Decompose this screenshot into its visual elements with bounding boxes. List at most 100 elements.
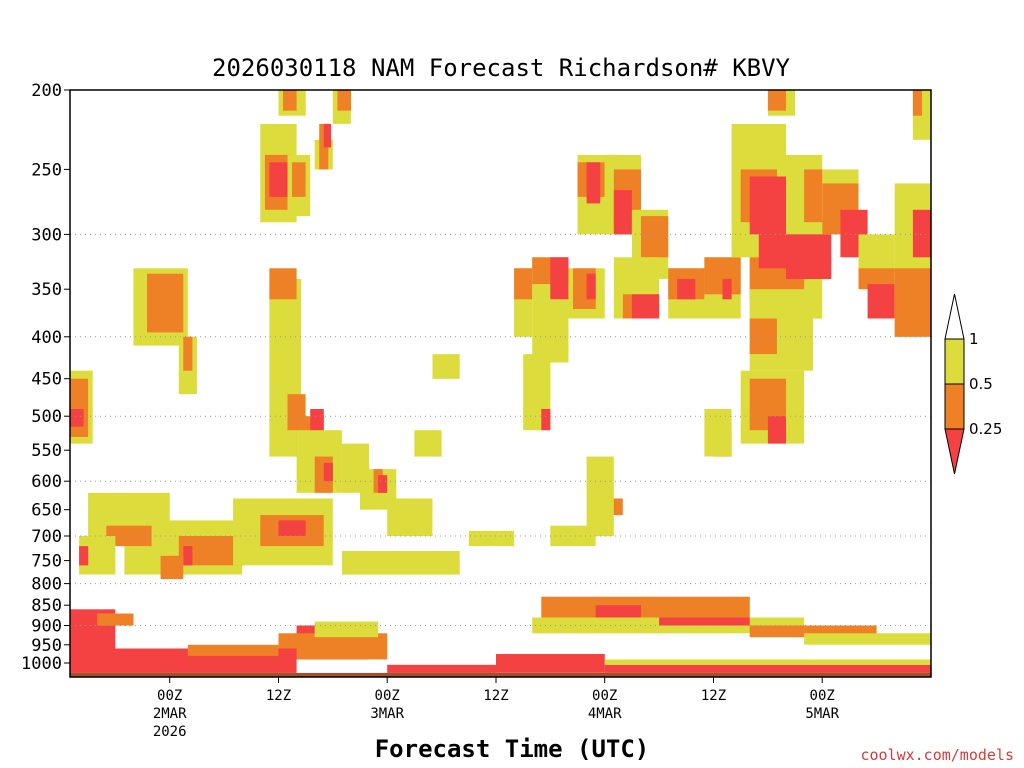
ri-cell-red [183,546,193,566]
ri-cell-red [496,654,605,673]
ri-cell-orange [912,90,922,116]
x-axis: 00Z 2MAR 2026 12Z 00Z 3MAR 12Z 00Z 4MAR 12Z 00Z 5MA… [153,677,840,740]
ri-cell-red [278,520,306,536]
ri-cell-orange [541,596,750,618]
y-gridlines [70,233,931,626]
ri-cell-orange [767,90,786,111]
ri-cell-red [595,605,641,618]
ri-cell-orange [70,378,89,437]
ri-cell-orange [106,525,152,547]
x-tick-label: 5MAR [805,706,839,722]
ri-cell-orange [160,555,184,580]
ri-cell-orange [804,169,823,223]
y-tick-label: 500 [31,407,62,427]
ri-cell-yellow [804,633,931,645]
ri-cell-orange [278,633,388,660]
ri-cell-orange [641,216,669,258]
x-tick-label: 2026 [153,724,187,740]
y-tick-label: 400 [31,328,62,348]
colorbar-label: 0.5 [969,375,993,393]
ri-cell-orange [749,625,877,638]
ri-cell-orange [337,90,351,111]
x-tick-label: 12Z [483,688,508,704]
ri-cell-red [767,416,786,444]
y-tick-label: 200 [31,81,62,101]
ri-cell-red [70,409,84,427]
y-tick-label: 650 [31,501,62,521]
ri-cell-yellow [550,525,596,547]
y-tick-label: 350 [31,280,62,300]
ri-cell-red [323,123,332,148]
ri-cell-red [323,462,333,482]
y-tick-label: 700 [31,527,62,547]
ground-band [70,672,931,677]
chart-title: 2026030118 NAM Forecast Richardson# KBVY [212,54,791,82]
ri-cell-yellow [432,354,460,379]
ri-cell-red [677,278,696,300]
ri-cell-red [378,475,388,493]
ri-cell-red [912,209,931,258]
ri-cell-yellow [314,621,379,638]
ri-cell-orange [183,336,193,371]
ri-cell-red [586,273,596,300]
y-tick-label: 750 [31,552,62,572]
colorbar-label: 0.25 [969,420,1002,438]
colorbar-label: 1 [969,330,979,348]
plot-frame [69,89,932,678]
ri-cell-orange [858,268,895,290]
ri-cell-orange [292,162,306,197]
ri-cell-orange [269,268,297,300]
ri-cell-orange [894,268,931,337]
colorbar-bin-yellow [944,338,965,385]
ri-cell-red [604,664,931,673]
ri-cell-orange [749,318,777,355]
ri-cell-orange [187,644,279,656]
colorbar-bin-orange [944,383,965,430]
x-tick-label: 00Z [157,688,182,704]
colorbar-legend: 1 0.5 0.25 [944,293,1002,475]
ri-cell-red [541,409,551,431]
ri-cell-orange [147,273,184,333]
colorbar-above-triangle [944,293,965,340]
ground-fill [70,672,931,677]
ri-cell-red [631,294,660,319]
y-tick-label: 450 [31,370,62,390]
y-tick-label: 950 [31,636,62,656]
x-tick-label: 12Z [701,688,726,704]
x-tick-label: 00Z [810,688,835,704]
ri-cell-yellow [468,530,515,547]
ri-cell-yellow [704,409,732,457]
x-tick-label: 3MAR [370,706,404,722]
x-tick-label: 00Z [375,688,400,704]
ri-cell-red [722,278,732,300]
y-tick-label: 550 [31,441,62,461]
x-tick-label: 4MAR [588,706,622,722]
ri-cell-red [269,162,288,197]
x-tick-label: 00Z [592,688,617,704]
y-tick-label: 900 [31,617,62,637]
ri-cell-red [387,664,496,673]
colorbar-below-triangle [944,428,965,475]
y-tick-label: 800 [31,575,62,595]
y-axis: 200 250 300 350 400 450 500 550 600 650 700 750 8008… [21,81,70,674]
ri-cell-red [79,546,89,566]
y-tick-label: 250 [31,160,62,180]
y-tick-label: 850 [31,596,62,616]
ri-cell-red [613,190,632,235]
ri-cell-yellow [586,456,614,536]
y-tick-label: 600 [31,472,62,492]
ri-cell-red [550,257,569,300]
ri-cell-orange [97,613,134,626]
y-tick-label: 300 [31,225,62,245]
x-axis-label: Forecast Time (UTC) [375,735,650,763]
y-tick-label: 1000 [21,654,62,674]
ri-cell-yellow [387,498,433,536]
ri-cell-yellow [604,659,931,665]
ri-cell-red [586,162,601,204]
heatmap-cells [70,90,931,673]
ri-cell-red [786,234,832,279]
ri-cell-orange [514,268,533,300]
ri-cell-red [867,284,895,319]
ri-cell-orange [283,90,297,111]
